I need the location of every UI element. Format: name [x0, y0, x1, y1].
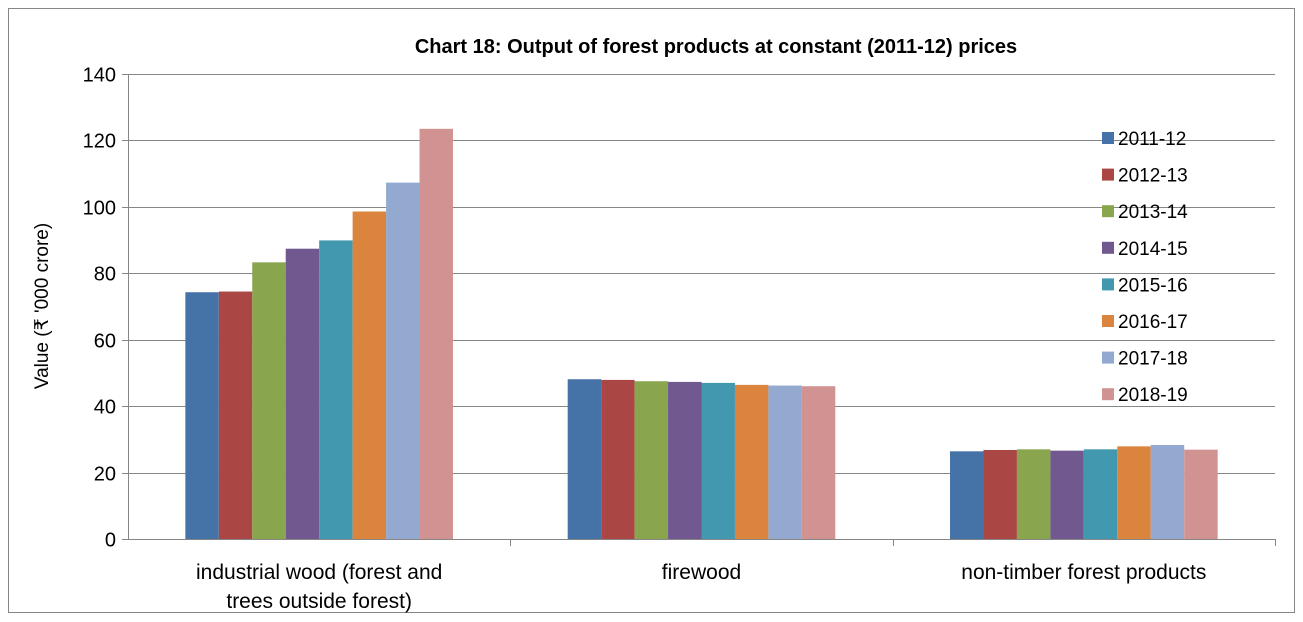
- bar: [185, 292, 219, 539]
- bar: [634, 381, 669, 539]
- legend-label: 2017-18: [1118, 349, 1188, 370]
- bar: [1083, 449, 1118, 539]
- y-tick-label: 140: [83, 65, 116, 87]
- y-axis-label: Value (₹ '000 crore): [32, 223, 53, 389]
- bar: [801, 386, 836, 539]
- legend-swatch: [1102, 132, 1114, 144]
- bar: [1016, 449, 1051, 539]
- bar: [285, 248, 320, 539]
- bar: [1184, 449, 1218, 539]
- axes: 0 20 40 60 80 100 120 140 industrial wood (fores…: [83, 65, 1276, 613]
- legend-swatch: [1102, 168, 1114, 181]
- bar: [601, 379, 635, 539]
- y-tick-label: 20: [94, 464, 116, 486]
- bar: [1050, 450, 1084, 539]
- bar: [1150, 445, 1185, 539]
- legend-swatch: [1102, 388, 1114, 401]
- legend-label: 2016-17: [1118, 312, 1188, 333]
- legend-label: 2014-15: [1118, 239, 1188, 260]
- legend-label: 2013-14: [1118, 202, 1188, 223]
- bar: [734, 384, 769, 539]
- bar: [567, 379, 602, 539]
- legend-swatch: [1102, 278, 1114, 291]
- bar: [950, 451, 984, 539]
- y-tick-label: 40: [94, 397, 116, 419]
- bar: [983, 449, 1017, 539]
- legend-label: 2018-19: [1118, 385, 1188, 406]
- bar: [1117, 446, 1151, 539]
- y-tick-label: 120: [83, 131, 116, 153]
- legend-label: 2015-16: [1118, 275, 1188, 296]
- legend-swatch: [1102, 241, 1114, 254]
- bar: [218, 291, 253, 539]
- bar: [386, 182, 420, 539]
- x-tick-label: firewood: [662, 561, 741, 584]
- bar: [252, 262, 286, 539]
- x-tick-label: non-timber forest products: [961, 561, 1206, 584]
- y-tick-label: 100: [83, 198, 116, 220]
- x-tick-label: trees outside forest): [226, 590, 412, 613]
- chart-title: Chart 18: Output of forest products at c…: [415, 36, 1017, 58]
- y-tick-label: 80: [94, 264, 116, 286]
- bar: [668, 381, 702, 539]
- legend-label: 2011-12: [1118, 129, 1186, 150]
- legend-swatch: [1102, 205, 1114, 218]
- y-tick-label: 0: [105, 530, 116, 552]
- bar: [701, 382, 735, 539]
- legend-label: 2012-13: [1118, 166, 1188, 187]
- legend-swatch: [1102, 315, 1114, 327]
- bars: [185, 128, 1218, 539]
- legend-swatch: [1102, 351, 1114, 364]
- bar: [319, 240, 353, 539]
- legend: 2011-12 2012-13 2013-14 2014-15 2015-16 2016-…: [1102, 129, 1188, 406]
- bar: [352, 211, 387, 539]
- bar: [419, 128, 453, 539]
- y-tick-label: 60: [94, 331, 116, 353]
- x-tick-label: industrial wood (forest and: [196, 561, 442, 584]
- bar: [768, 385, 802, 539]
